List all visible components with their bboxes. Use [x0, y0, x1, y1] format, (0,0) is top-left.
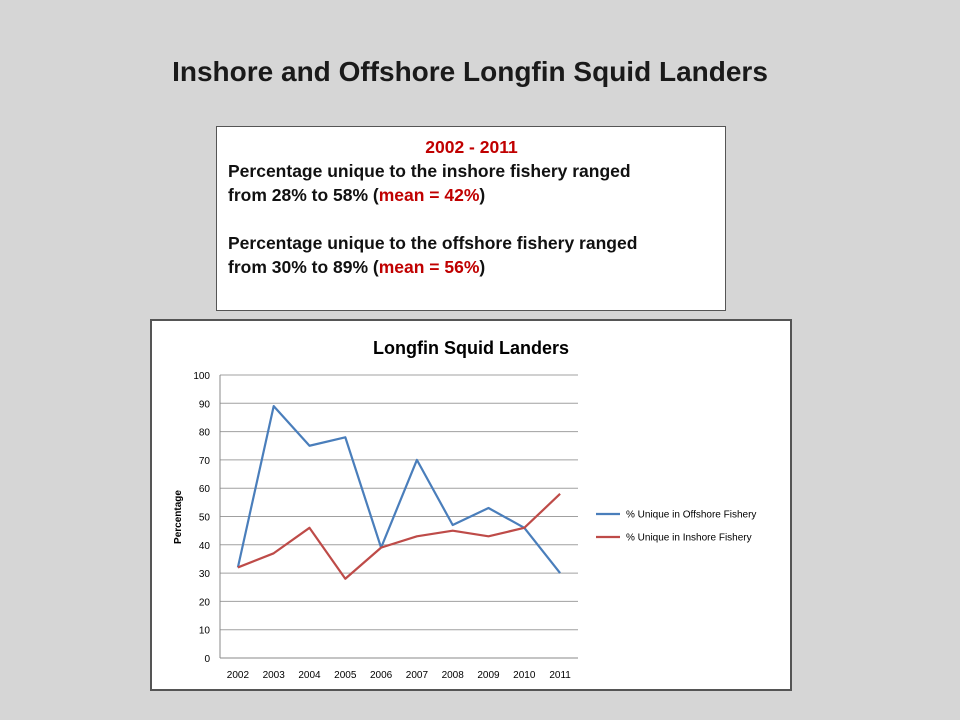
inshore-line-2: from 28% to 58% (mean = 42%) [228, 183, 715, 207]
line-chart: Longfin Squid Landers Percentage 0 10 20 30… [173, 338, 756, 681]
x-tick-label: 2004 [298, 670, 321, 681]
x-tick-label: 2006 [370, 670, 393, 681]
offshore-line-1: Percentage unique to the offshore fisher… [228, 233, 638, 253]
y-tick-label: 30 [199, 569, 211, 580]
y-tick-label: 70 [199, 456, 211, 467]
y-tick-label: 10 [199, 626, 211, 637]
x-tick-label: 2007 [406, 670, 429, 681]
y-tick-label: 80 [199, 428, 211, 439]
legend-label: % Unique in Inshore Fishery [626, 533, 752, 544]
inshore-close-paren: ) [479, 185, 486, 205]
offshore-range-text: from 30% to 89% ( [228, 257, 379, 277]
offshore-line-2: from 30% to 89% (mean = 56%) [228, 255, 715, 279]
y-tick-label: 50 [199, 513, 211, 524]
offshore-close-paren: ) [479, 257, 486, 277]
x-tick-label: 2010 [513, 670, 536, 681]
y-tick-label: 60 [199, 484, 211, 495]
inshore-line-1: Percentage unique to the inshore fishery… [228, 161, 631, 181]
chart-title: Longfin Squid Landers [373, 338, 569, 358]
y-tick-label: 100 [193, 371, 210, 382]
offshore-mean: mean = 56% [378, 257, 480, 277]
series-line [237, 493, 561, 580]
y-tick-label: 90 [199, 399, 211, 410]
y-axis-label: Percentage [173, 490, 184, 544]
y-tick-label: 40 [199, 541, 211, 552]
x-tick-label: 2008 [442, 670, 465, 681]
summary-spacer [228, 207, 715, 231]
x-tick-label: 2002 [227, 670, 250, 681]
slide-title: Inshore and Offshore Longfin Squid Lande… [172, 56, 768, 87]
inshore-mean: mean = 42% [378, 185, 480, 205]
legend-label: % Unique in Offshore Fishery [626, 510, 756, 521]
x-tick-label: 2011 [549, 670, 571, 681]
summary-years: 2002 - 2011 [425, 137, 518, 157]
y-tick-label: 20 [199, 597, 211, 608]
x-tick-label: 2003 [263, 670, 286, 681]
series-line [236, 405, 561, 574]
inshore-range-text: from 28% to 58% ( [228, 185, 379, 205]
y-tick-label: 0 [204, 654, 210, 665]
chart-frame: Longfin Squid Landers Percentage 0 10 20 30… [150, 319, 792, 691]
x-tick-label: 2005 [334, 670, 357, 681]
x-tick-label: 2009 [477, 670, 500, 681]
summary-box: 2002 - 2011 Percentage unique to the ins… [216, 126, 726, 311]
